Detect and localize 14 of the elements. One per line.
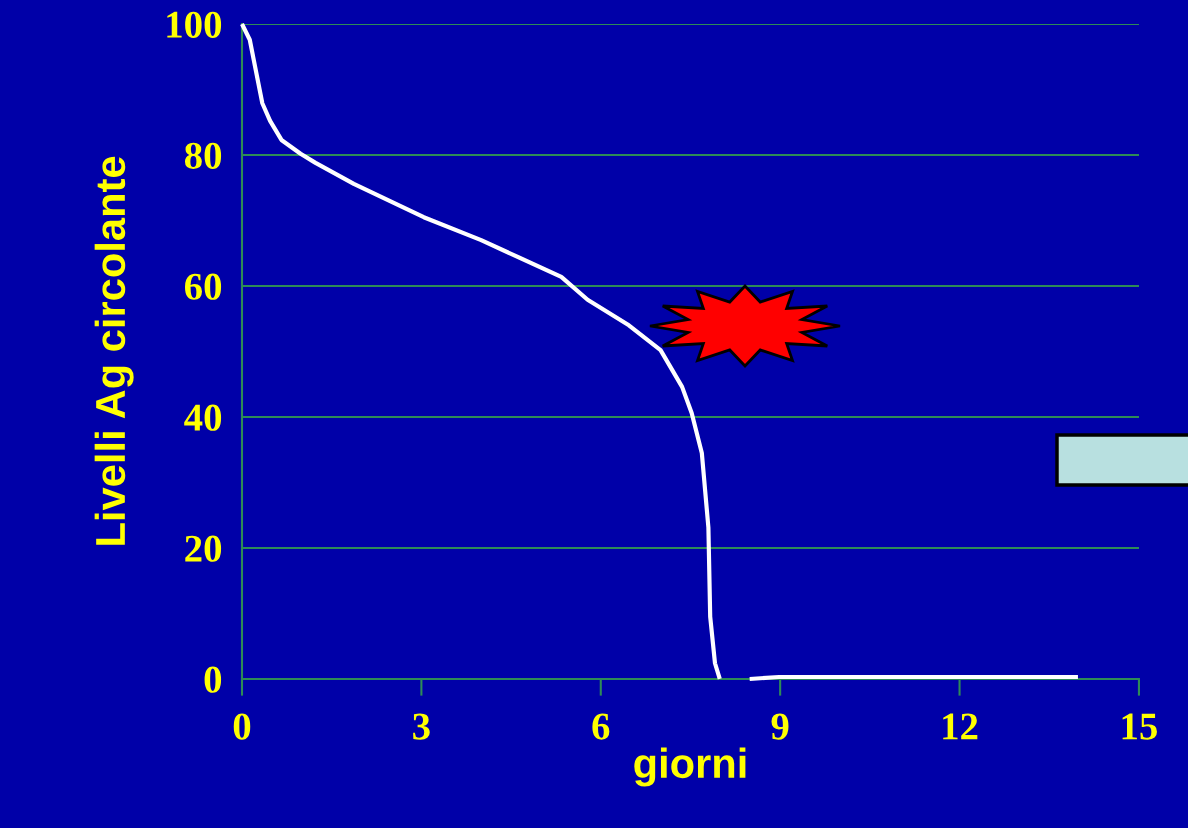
x-tick-label: 15 [1122, 713, 1157, 740]
y-tick-label: 40 [184, 404, 222, 431]
y-axis-title: Livelli Ag circolante [94, 156, 134, 545]
x-tick-label: 3 [413, 713, 430, 740]
y-tick-label: 0 [204, 666, 222, 693]
x-tick-label: 9 [771, 713, 789, 740]
x-tick-label: 12 [943, 713, 978, 740]
x-tick-label: 6 [592, 713, 610, 740]
y-tick-label: 60 [184, 273, 222, 300]
y-tick-label: 80 [184, 142, 222, 169]
y-tick-label: 100 [167, 11, 222, 38]
y-tick-label: 20 [185, 535, 222, 562]
x-tick-label: 0 [233, 713, 251, 740]
x-axis-title: giorni [634, 747, 746, 787]
